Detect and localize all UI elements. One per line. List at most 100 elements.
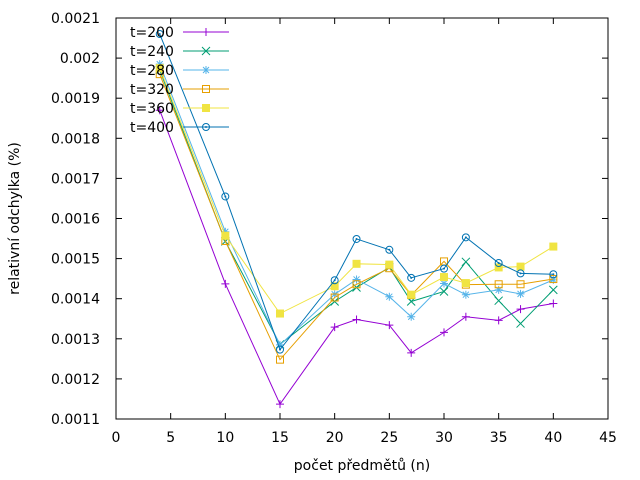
- data-point: [549, 242, 558, 251]
- data-point: [549, 299, 558, 308]
- data-point: [407, 273, 416, 282]
- data-point: [407, 312, 416, 321]
- data-point: [221, 192, 230, 201]
- legend-entry: t=280: [130, 63, 229, 79]
- y-tick-label: 0.002: [60, 51, 100, 67]
- legend-label: t=200: [130, 25, 174, 41]
- data-point: [385, 292, 394, 301]
- series-line: [159, 33, 554, 351]
- data-point: [494, 259, 503, 268]
- series-line: [159, 63, 554, 346]
- data-point: [330, 293, 339, 302]
- x-tick-label: 20: [326, 430, 344, 446]
- data-point: [221, 231, 230, 240]
- y-tick-label: 0.0015: [51, 252, 100, 268]
- data-point: [330, 276, 339, 285]
- data-point: [352, 259, 361, 268]
- data-point: [155, 60, 164, 69]
- x-tick-label: 5: [166, 430, 175, 446]
- data-point: [221, 279, 230, 288]
- data-point: [276, 340, 284, 349]
- data-point: [385, 321, 394, 330]
- y-tick-label: 0.0016: [51, 212, 100, 228]
- y-tick-label: 0.0021: [51, 11, 100, 27]
- data-point: [352, 234, 361, 243]
- data-point: [155, 30, 164, 39]
- data-point: [201, 46, 211, 56]
- data-point: [440, 279, 448, 288]
- data-point: [494, 285, 503, 294]
- data-point: [494, 280, 503, 289]
- data-point: [516, 319, 525, 328]
- data-point: [516, 280, 525, 289]
- x-tick-label: 0: [112, 430, 121, 446]
- y-tick-label: 0.0014: [51, 292, 100, 308]
- legend-label: t=240: [130, 44, 174, 60]
- y-tick-label: 0.0018: [51, 131, 100, 147]
- data-point: [494, 316, 503, 325]
- data-point: [440, 328, 448, 337]
- y-tick-label: 0.0019: [51, 91, 100, 107]
- data-point: [548, 285, 558, 295]
- plot-frame: [115, 17, 609, 420]
- data-point: [461, 279, 470, 288]
- data-point: [221, 227, 230, 236]
- legend-label: t=400: [130, 120, 174, 136]
- x-tick-label: 15: [271, 430, 289, 446]
- series-t=200: [155, 106, 558, 409]
- data-point: [202, 104, 210, 112]
- data-point: [276, 345, 284, 354]
- series-t=400: [155, 30, 558, 354]
- series-line: [159, 110, 554, 406]
- data-point: [461, 257, 471, 267]
- y-axis-label: relativní odchylka (%): [7, 142, 23, 295]
- data-point: [494, 296, 504, 306]
- y-tick-label: 0.0011: [51, 412, 100, 428]
- data-point: [276, 309, 284, 318]
- data-point: [516, 262, 525, 271]
- data-point: [461, 290, 470, 299]
- data-point: [407, 348, 416, 357]
- data-point: [549, 275, 558, 284]
- data-point: [549, 270, 558, 279]
- legend-entry: t=320: [130, 82, 229, 98]
- legend-entry: t=200: [130, 25, 229, 41]
- data-point: [352, 315, 361, 324]
- data-point: [155, 106, 164, 115]
- legend-label: t=280: [130, 63, 174, 79]
- y-tick-label: 0.0017: [51, 171, 100, 187]
- data-point: [352, 275, 361, 284]
- y-tick-label: 0.0013: [51, 332, 100, 348]
- legend-entry: t=400: [130, 120, 229, 136]
- x-tick-label: 10: [216, 430, 234, 446]
- x-tick-label: 30: [435, 430, 453, 446]
- data-point: [407, 290, 416, 299]
- x-axis-label: počet předmětů (n): [294, 458, 430, 474]
- x-tick-label: 35: [490, 430, 508, 446]
- legend-entry: t=360: [130, 101, 229, 117]
- data-point: [516, 289, 525, 298]
- data-point: [330, 323, 339, 332]
- data-point: [352, 280, 361, 289]
- data-point: [440, 273, 448, 282]
- data-point: [202, 85, 210, 93]
- data-point: [330, 297, 340, 306]
- series-t=280: [155, 60, 558, 349]
- legend-entry: t=240: [130, 44, 229, 60]
- data-point: [202, 28, 210, 36]
- legend-label: t=360: [130, 101, 174, 117]
- series-layer: [155, 30, 558, 409]
- data-point: [439, 287, 449, 296]
- data-point: [276, 400, 284, 409]
- data-point: [549, 275, 558, 284]
- data-point: [461, 312, 470, 321]
- data-point: [202, 66, 210, 74]
- data-point: [385, 245, 394, 254]
- x-tick-label: 40: [544, 430, 562, 446]
- data-point: [385, 260, 394, 269]
- data-point: [202, 123, 210, 131]
- legend: t=200 t=240 t=280 t=320 t=360 t=400: [130, 25, 229, 136]
- data-point: [440, 264, 448, 273]
- data-point: [461, 233, 470, 242]
